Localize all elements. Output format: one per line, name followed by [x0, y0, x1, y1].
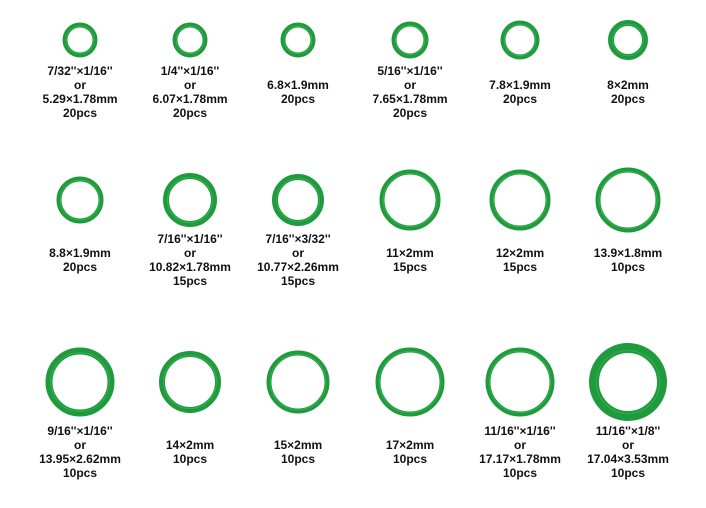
o-ring: [266, 350, 330, 414]
ring-label: 5.29×1.78mm: [42, 92, 117, 106]
ring-label: 10pcs: [503, 466, 537, 480]
o-ring-shine: [276, 178, 320, 222]
o-ring: [159, 351, 221, 413]
ring-label: 9/16''×1/16'': [47, 424, 112, 438]
o-ring-shine: [596, 350, 660, 414]
o-ring: [45, 347, 115, 417]
ring-label: 15pcs: [173, 274, 207, 288]
ring-label: 7/16''×1/16'': [157, 232, 222, 246]
ring-label: or: [184, 78, 196, 92]
ring-label: 17×2mm: [386, 438, 434, 452]
ring-label: 20pcs: [173, 106, 207, 120]
o-ring: [608, 20, 648, 60]
ring-label: 7/16''×3/32'': [265, 232, 330, 246]
ring-label: 10.77×2.26mm: [257, 260, 339, 274]
ring-label: 15pcs: [281, 274, 315, 288]
o-ring: [62, 22, 98, 58]
ring-label: 12×2mm: [496, 246, 544, 260]
o-ring-shine: [394, 24, 426, 56]
o-ring: [172, 22, 208, 58]
ring-label: 11/16''×1/16'': [484, 424, 555, 438]
o-ring-shine: [163, 355, 217, 409]
ring-label: 13.9×1.8mm: [594, 246, 662, 260]
o-ring-shine: [378, 350, 442, 414]
ring-label: 10pcs: [63, 466, 97, 480]
ring-label: 1/4''×1/16'': [161, 64, 220, 78]
ring-label: 7.65×1.78mm: [372, 92, 447, 106]
ring-label: 6.07×1.78mm: [152, 92, 227, 106]
ring-label: or: [404, 78, 416, 92]
ring-label: 10.82×1.78mm: [149, 260, 231, 274]
ring-label: 7/32''×1/16'': [47, 64, 112, 78]
ring-label: 20pcs: [63, 106, 97, 120]
o-ring-shine: [503, 23, 537, 57]
o-ring-shine: [50, 352, 110, 412]
ring-label: 7.8×1.9mm: [489, 78, 551, 92]
o-ring-shine: [283, 25, 313, 55]
o-ring: [379, 169, 441, 231]
ring-label: or: [292, 246, 304, 260]
ring-label: 10pcs: [393, 452, 427, 466]
ring-label: or: [622, 438, 634, 452]
ring-label: 11/16''×1/8'': [596, 424, 661, 438]
ring-label: 8×2mm: [607, 78, 649, 92]
ring-label: 20pcs: [393, 106, 427, 120]
o-ring-shine: [598, 170, 658, 230]
ring-label: 10pcs: [281, 452, 315, 466]
o-ring-shine: [167, 177, 213, 223]
o-ring-shine: [612, 24, 644, 56]
ring-label: 20pcs: [63, 260, 97, 274]
ring-label: or: [514, 438, 526, 452]
ring-label: 17.17×1.78mm: [479, 452, 561, 466]
o-ring: [489, 169, 551, 231]
ring-label: 10pcs: [173, 452, 207, 466]
ring-label: or: [74, 78, 86, 92]
ring-label: 15pcs: [393, 260, 427, 274]
ring-label: 8.8×1.9mm: [49, 246, 111, 260]
ring-label: 10pcs: [611, 466, 645, 480]
o-ring-shine: [59, 179, 101, 221]
ring-label: 11×2mm: [386, 246, 434, 260]
o-ring: [375, 347, 445, 417]
ring-label: 17.04×3.53mm: [587, 452, 669, 466]
o-ring-shine: [488, 350, 552, 414]
o-ring-shine: [382, 172, 438, 228]
o-ring: [280, 22, 316, 58]
ring-label: or: [74, 438, 86, 452]
o-ring: [391, 21, 429, 59]
o-ring: [56, 176, 104, 224]
o-ring: [595, 167, 661, 233]
o-ring-shine: [492, 172, 548, 228]
ring-label: or: [184, 246, 196, 260]
ring-label: 15×2mm: [274, 438, 322, 452]
o-ring: [163, 173, 217, 227]
ring-label: 10pcs: [611, 260, 645, 274]
ring-label: 6.8×1.9mm: [267, 78, 329, 92]
o-ring: [272, 174, 324, 226]
o-ring-shine: [269, 353, 327, 411]
o-ring: [589, 343, 667, 421]
ring-label: 13.95×2.62mm: [39, 452, 121, 466]
o-ring-shine: [175, 25, 205, 55]
ring-label: 5/16''×1/16'': [377, 64, 442, 78]
ring-label: 20pcs: [281, 92, 315, 106]
o-ring: [485, 347, 555, 417]
ring-label: 20pcs: [503, 92, 537, 106]
ring-label: 14×2mm: [166, 438, 214, 452]
o-ring: [500, 20, 540, 60]
o-ring-shine: [65, 25, 95, 55]
ring-label: 20pcs: [611, 92, 645, 106]
ring-label: 15pcs: [503, 260, 537, 274]
